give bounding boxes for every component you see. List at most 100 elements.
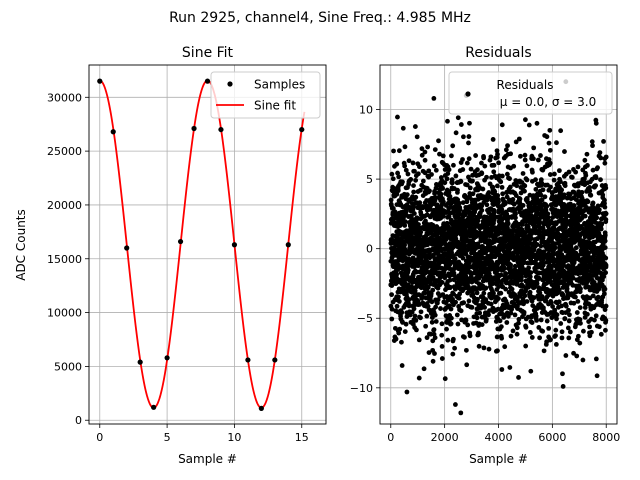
residual-point [558, 128, 564, 134]
residual-point [475, 296, 480, 302]
residual-point [388, 197, 394, 203]
sample-point [231, 242, 238, 248]
residual-point [528, 236, 534, 242]
residual-point [570, 275, 576, 281]
residual-point [566, 169, 572, 175]
residual-point [416, 222, 421, 227]
residual-point [450, 296, 456, 302]
residual-point [495, 193, 501, 198]
residual-point [470, 191, 476, 197]
residual-point [574, 353, 580, 359]
residual-point [603, 154, 609, 160]
residuals-points [388, 79, 609, 416]
residual-point [565, 295, 571, 301]
residual-point [598, 177, 603, 183]
residual-point [494, 148, 500, 154]
residual-point [540, 187, 546, 193]
residual-point [577, 305, 583, 311]
residual-point [539, 197, 545, 203]
residual-point [436, 138, 441, 144]
residual-point [411, 183, 416, 189]
residual-point [445, 171, 451, 176]
residual-point [541, 348, 547, 354]
residual-point [482, 163, 488, 169]
residual-point [393, 336, 399, 342]
residual-point [559, 335, 565, 341]
residual-point [442, 376, 448, 382]
sine-fit-line [99, 79, 306, 409]
residual-point [496, 199, 501, 205]
residual-point [389, 292, 395, 298]
residual-point [509, 286, 515, 292]
residual-point [413, 177, 419, 183]
residual-point [499, 207, 505, 213]
residual-point [522, 183, 528, 189]
residual-point [433, 304, 439, 310]
residual-point [508, 262, 514, 268]
residual-point [534, 242, 540, 247]
residual-point [445, 337, 451, 343]
legend-residuals-label: Residuals [497, 78, 554, 92]
residual-point [527, 289, 533, 295]
residual-point [405, 267, 411, 273]
residual-point [411, 204, 416, 209]
residual-point [418, 229, 424, 235]
residual-point [402, 144, 408, 150]
residual-point [453, 173, 459, 179]
residual-point [413, 284, 419, 290]
residual-point [466, 298, 472, 304]
residual-point [522, 188, 527, 194]
residual-point [491, 169, 497, 175]
residual-point [577, 317, 583, 322]
residual-point [538, 153, 543, 158]
p0-ytick-label: 5000 [54, 360, 82, 373]
residual-point [402, 242, 407, 248]
residual-point [566, 307, 571, 313]
residual-point [470, 172, 475, 178]
residual-point [597, 150, 603, 155]
sample-point [137, 359, 143, 365]
sample-point [272, 357, 278, 363]
residual-point [410, 160, 416, 166]
residual-point [412, 313, 418, 319]
residual-point [389, 316, 395, 322]
residual-point [498, 179, 504, 185]
residual-point [405, 171, 411, 177]
residual-point [520, 202, 526, 208]
residual-point [499, 122, 505, 128]
sine-fit-samples [97, 78, 305, 411]
residual-point [460, 157, 465, 162]
residual-point [579, 189, 585, 195]
residual-point [589, 139, 595, 145]
residual-point [458, 308, 464, 314]
residual-point [499, 184, 505, 190]
residual-point [428, 260, 434, 266]
residual-point [494, 334, 500, 340]
residual-point [439, 280, 445, 285]
residual-point [498, 324, 504, 330]
residual-point [543, 207, 549, 213]
residual-point [603, 318, 609, 323]
residual-point [452, 345, 457, 351]
residual-point [450, 180, 455, 186]
residual-point [552, 171, 557, 177]
residual-point [421, 366, 427, 372]
p0-ytick-label: 20000 [47, 199, 82, 212]
residual-point [460, 200, 466, 205]
residual-point [389, 171, 395, 177]
residual-point [562, 149, 567, 154]
residual-point [548, 184, 553, 190]
residual-point [415, 171, 421, 177]
p0-ytick-label: 10000 [47, 307, 82, 320]
residual-point [602, 286, 608, 292]
residual-point [464, 182, 470, 188]
residual-point [439, 321, 445, 327]
residual-point [585, 199, 591, 205]
residual-point [508, 333, 514, 339]
residual-point [593, 175, 599, 181]
residual-point [495, 151, 500, 157]
residual-point [477, 310, 483, 316]
residual-point [529, 320, 535, 326]
residual-point [499, 173, 505, 179]
residual-point [522, 117, 528, 123]
